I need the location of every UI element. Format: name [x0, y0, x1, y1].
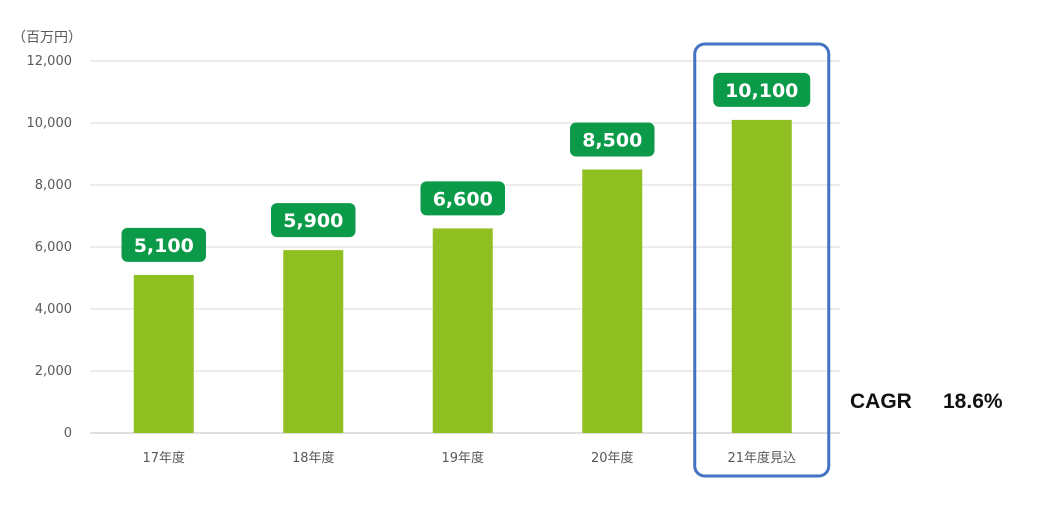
data-labels: 5,100 5,900 6,600 8,500 10,100	[121, 72, 811, 262]
data-label: 6,600	[420, 181, 505, 216]
data-label: 8,500	[570, 122, 655, 157]
data-label: 5,900	[271, 203, 356, 238]
data-label-background	[121, 227, 206, 262]
x-category-label: 21年度見込	[727, 450, 796, 466]
bar	[432, 228, 493, 433]
y-axis-unit-label: （百万円）	[12, 30, 82, 46]
data-label: 5,100	[121, 227, 206, 262]
data-label-background	[713, 72, 811, 107]
y-tick-label: 8,000	[35, 178, 72, 193]
x-category-label: 17年度	[142, 450, 185, 466]
bar	[283, 250, 344, 433]
data-label-background	[420, 181, 505, 216]
cagr-label: CAGR	[850, 390, 912, 413]
y-tick-label: 10,000	[27, 116, 73, 131]
data-label-background	[271, 203, 356, 238]
bar	[731, 119, 792, 434]
data-label-background	[570, 122, 655, 157]
y-tick-label: 4,000	[35, 302, 72, 317]
bar	[133, 274, 194, 433]
data-label-text: 6,600	[433, 188, 493, 210]
x-axis-categories: 17年度 18年度 19年度 20年度 21年度見込	[142, 450, 796, 466]
cagr-value: 18.6%	[943, 390, 1003, 413]
data-label-text: 10,100	[725, 80, 798, 102]
y-tick-label: 0	[64, 426, 72, 441]
data-label-text: 8,500	[582, 130, 642, 152]
y-tick-label: 2,000	[35, 364, 72, 379]
data-label: 10,100	[713, 72, 811, 107]
data-label-text: 5,900	[283, 210, 343, 232]
y-axis-ticks: 0 2,000 4,000 6,000 8,000 10,000 12,000	[27, 54, 73, 441]
cagr-annotation: CAGR 18.6%	[850, 390, 1003, 413]
data-label-text: 5,100	[134, 235, 194, 257]
x-category-label: 19年度	[441, 450, 484, 466]
y-tick-label: 6,000	[35, 240, 72, 255]
bars	[133, 119, 792, 434]
x-category-label: 20年度	[591, 450, 634, 466]
highlight-box	[693, 42, 831, 478]
x-category-label: 18年度	[292, 450, 335, 466]
y-tick-label: 12,000	[27, 54, 73, 69]
bar	[582, 169, 643, 433]
